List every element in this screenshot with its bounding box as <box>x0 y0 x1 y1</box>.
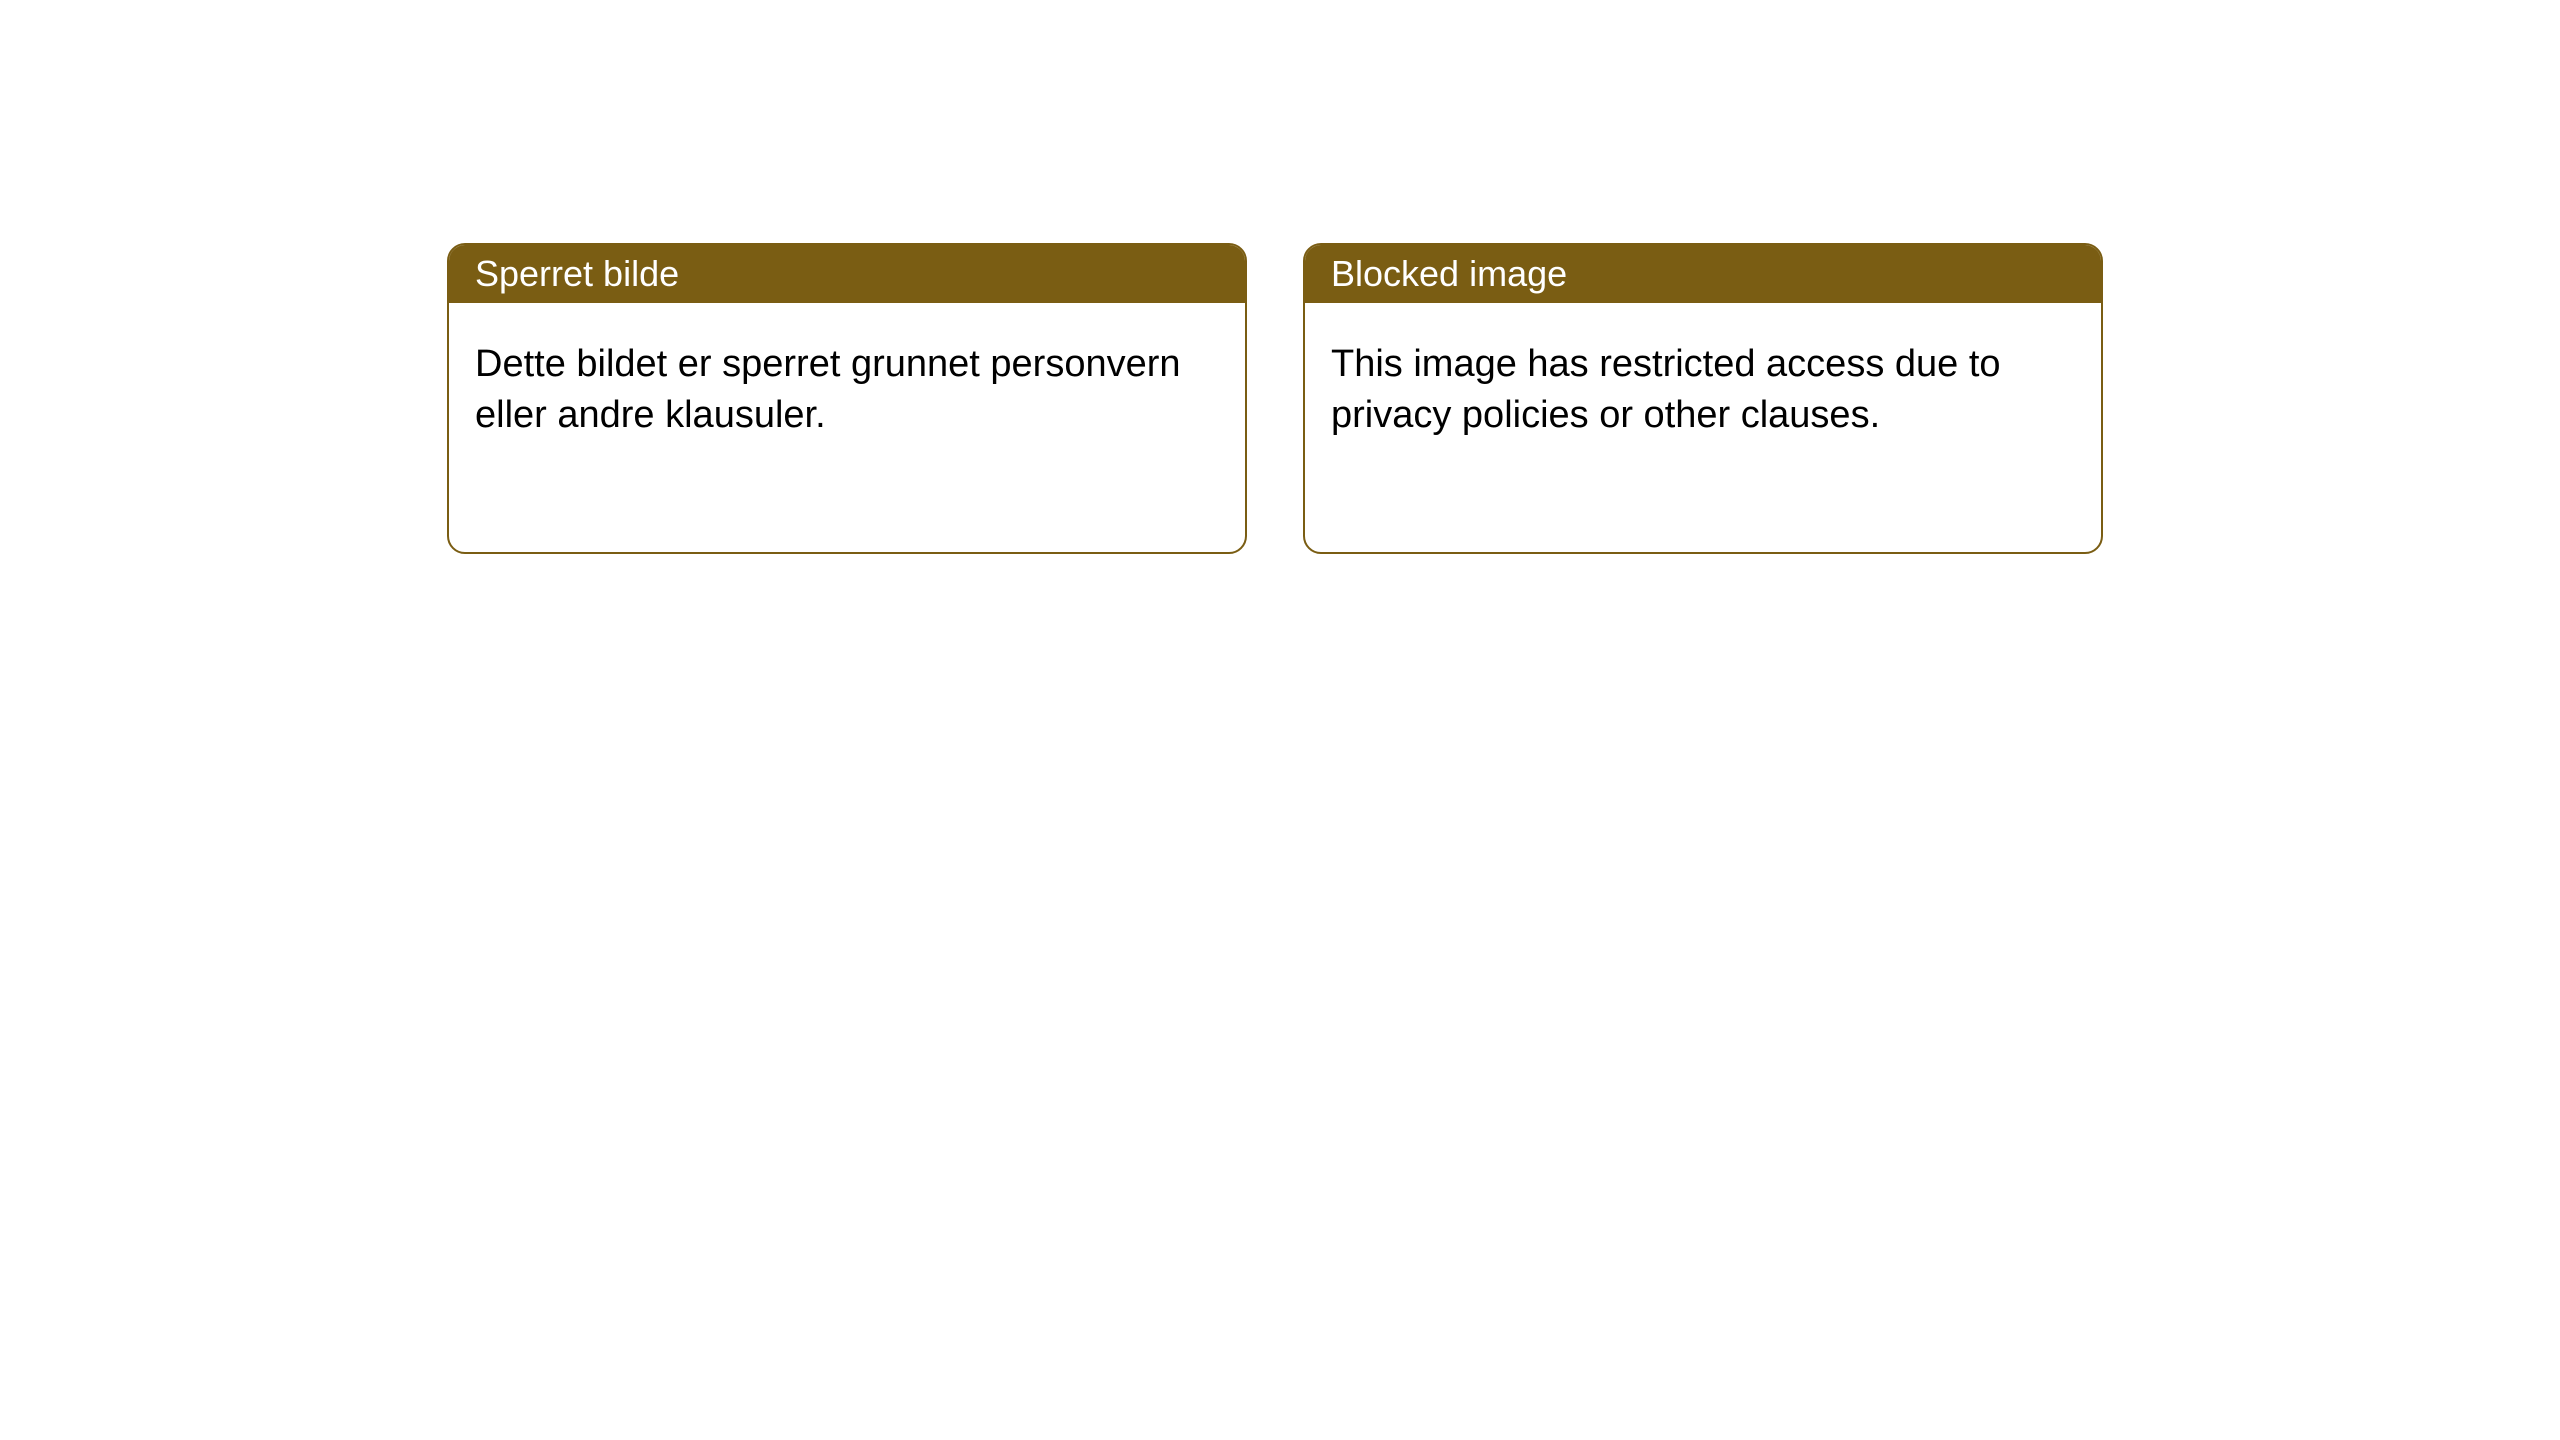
notice-container: Sperret bilde Dette bildet er sperret gr… <box>447 243 2103 554</box>
notice-card-en: Blocked image This image has restricted … <box>1303 243 2103 554</box>
notice-header-en: Blocked image <box>1305 245 2101 303</box>
notice-header-no: Sperret bilde <box>449 245 1245 303</box>
notice-card-no: Sperret bilde Dette bildet er sperret gr… <box>447 243 1247 554</box>
notice-body-no: Dette bildet er sperret grunnet personve… <box>449 303 1245 552</box>
notice-body-en: This image has restricted access due to … <box>1305 303 2101 552</box>
